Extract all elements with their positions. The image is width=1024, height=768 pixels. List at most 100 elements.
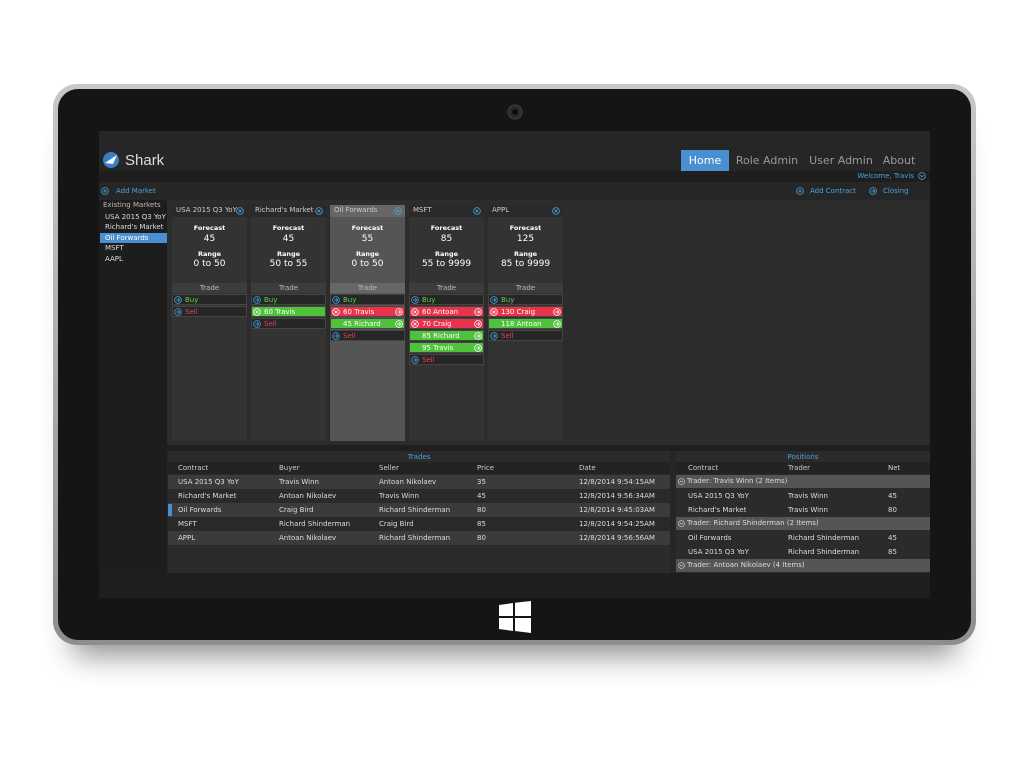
- arrow-icon[interactable]: [411, 356, 419, 364]
- cell: Antoan Nikolaev: [279, 534, 337, 542]
- market-card[interactable]: APPL Forecast 125 Range 85 to 9999 Trade Buy 13…: [488, 205, 563, 441]
- order-row[interactable]: 118 Antoan: [488, 318, 563, 329]
- down-icon[interactable]: [678, 520, 685, 527]
- group-row[interactable]: Trader: Antoan Nikolaev (4 Items): [676, 559, 930, 572]
- market-card[interactable]: USA 2015 Q3 YoY Forecast 45 Range 0 to 50 Tra…: [172, 205, 247, 441]
- nav-item[interactable]: Role Admin: [735, 154, 799, 167]
- buy-row[interactable]: Buy: [409, 294, 484, 305]
- order-row[interactable]: 95 Travis: [409, 342, 484, 353]
- logo-text: Shark: [125, 152, 165, 169]
- arrow-icon[interactable]: [553, 320, 561, 328]
- order-row[interactable]: 60 Antoan: [409, 306, 484, 317]
- arrow-icon[interactable]: [395, 308, 403, 316]
- order-row[interactable]: 130 Craig: [488, 306, 563, 317]
- x-icon[interactable]: [394, 207, 402, 215]
- down-icon[interactable]: [918, 172, 926, 180]
- market-title: MSFT: [409, 205, 484, 217]
- arrow-icon[interactable]: [174, 308, 182, 316]
- range-value: 50 to 55: [269, 259, 308, 269]
- order-row[interactable]: 70 Craig: [409, 318, 484, 329]
- position-row[interactable]: USA 2015 Q3 YoY Travis Winn 45: [676, 489, 930, 503]
- arrow-icon[interactable]: [332, 296, 340, 304]
- windows-button[interactable]: [499, 601, 532, 633]
- group-row[interactable]: Trader: Richard Shinderman (2 Items): [676, 517, 930, 530]
- arrow-icon[interactable]: [332, 332, 340, 340]
- arrow-icon[interactable]: [253, 320, 261, 328]
- cell: Richard Shinderman: [379, 534, 451, 542]
- order-row-text: 130 Craig: [501, 308, 536, 316]
- cell: Antoan Nikolaev: [279, 492, 337, 500]
- trade-row[interactable]: MSFT Richard Shinderman Craig Bird 85 12/8/2…: [168, 517, 670, 531]
- forecast-value: 125: [516, 234, 535, 244]
- arrow-icon[interactable]: [395, 320, 403, 328]
- arrow-icon[interactable]: [553, 308, 561, 316]
- position-row[interactable]: Oil Forwards Richard Shinderman 45: [676, 531, 930, 545]
- trade-row[interactable]: APPL Antoan Nikolaev Richard Shinderman 80 1…: [168, 531, 670, 545]
- sell-row[interactable]: Sell: [488, 330, 563, 341]
- market-card[interactable]: MSFT Forecast 85 Range 55 to 9999 Trade Buy 60 …: [409, 205, 484, 441]
- x-icon[interactable]: [411, 320, 419, 328]
- group-row[interactable]: Trader: Travis Winn (2 Items): [676, 475, 930, 488]
- x-icon[interactable]: [315, 207, 323, 215]
- add-contract[interactable]: Add Contract: [810, 187, 856, 195]
- x-icon[interactable]: [490, 308, 498, 316]
- range-value: 55 to 9999: [421, 259, 472, 269]
- sell-row[interactable]: Sell: [330, 330, 405, 341]
- arrow-icon[interactable]: [474, 344, 482, 352]
- order-row[interactable]: 60 Travis: [251, 306, 326, 317]
- sell-row[interactable]: Sell: [172, 306, 247, 317]
- sidebar-item[interactable]: AAPL: [105, 254, 123, 263]
- nav-item[interactable]: About: [882, 154, 916, 167]
- sell-row[interactable]: Sell: [409, 354, 484, 365]
- arrow-icon[interactable]: [474, 320, 482, 328]
- cell: USA 2015 Q3 YoY: [688, 548, 749, 556]
- add-market[interactable]: Add Market: [116, 187, 156, 195]
- closing[interactable]: Closing: [883, 187, 909, 195]
- arrow-icon[interactable]: [869, 187, 877, 195]
- x-icon[interactable]: [552, 207, 560, 215]
- sell-row[interactable]: Sell: [251, 318, 326, 329]
- buy-row[interactable]: Buy: [251, 294, 326, 305]
- sell-row-text: Sell: [422, 356, 435, 364]
- buy-row[interactable]: Buy: [488, 294, 563, 305]
- x-icon[interactable]: [236, 207, 244, 215]
- arrow-icon[interactable]: [174, 296, 182, 304]
- order-row[interactable]: 85 Richard: [409, 330, 484, 341]
- x-icon[interactable]: [411, 308, 419, 316]
- sidebar-item[interactable]: MSFT: [105, 244, 124, 252]
- x-icon[interactable]: [253, 308, 261, 316]
- down-icon[interactable]: [678, 478, 685, 485]
- plus-icon[interactable]: [796, 187, 804, 195]
- range-label: Range: [434, 250, 459, 258]
- order-row[interactable]: 60 Travis: [330, 306, 405, 317]
- buy-row[interactable]: Buy: [172, 294, 247, 305]
- market-card[interactable]: Richard's Market Forecast 45 Range 50 to 55 T…: [251, 205, 326, 441]
- column-header: Trader: [788, 464, 811, 472]
- order-row[interactable]: 45 Richard: [330, 318, 405, 329]
- market-card[interactable]: Oil Forwards Forecast 55 Range 0 to 50 Trade B…: [330, 205, 405, 441]
- trade-row[interactable]: USA 2015 Q3 YoY Travis Winn Antoan Nikolae…: [168, 475, 670, 489]
- welcome-text[interactable]: Welcome, Travis: [857, 172, 914, 180]
- x-icon[interactable]: [332, 308, 340, 316]
- nav-item[interactable]: Home: [681, 150, 729, 171]
- arrow-icon[interactable]: [253, 296, 261, 304]
- plus-icon[interactable]: [101, 187, 109, 195]
- arrow-icon[interactable]: [490, 332, 498, 340]
- x-icon[interactable]: [473, 207, 481, 215]
- cell: 85: [888, 548, 897, 556]
- arrow-icon[interactable]: [490, 296, 498, 304]
- sidebar-item[interactable]: Oil Forwards: [100, 233, 167, 243]
- buy-row[interactable]: Buy: [330, 294, 405, 305]
- arrow-icon[interactable]: [474, 332, 482, 340]
- trade-row[interactable]: Oil Forwards Craig Bird Richard Shinderman…: [168, 503, 670, 517]
- order-row-text: 95 Travis: [422, 344, 454, 352]
- sidebar-item[interactable]: USA 2015 Q3 YoY: [105, 212, 166, 221]
- nav-item[interactable]: User Admin: [809, 154, 873, 167]
- trade-row[interactable]: Richard's Market Antoan Nikolaev Travis Wi…: [168, 489, 670, 503]
- position-row[interactable]: Richard's Market Travis Winn 80: [676, 503, 930, 517]
- arrow-icon[interactable]: [411, 296, 419, 304]
- sidebar-item[interactable]: Richard's Market: [105, 223, 164, 231]
- down-icon[interactable]: [678, 562, 685, 569]
- arrow-icon[interactable]: [474, 308, 482, 316]
- position-row[interactable]: USA 2015 Q3 YoY Richard Shinderman 85: [676, 545, 930, 559]
